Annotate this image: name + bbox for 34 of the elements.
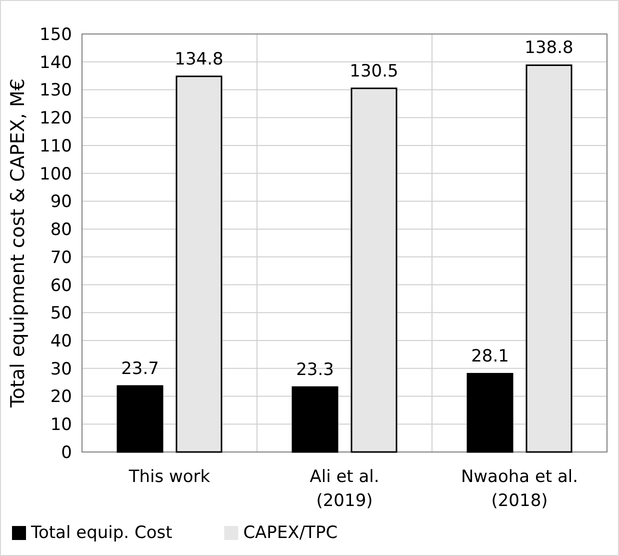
bar <box>466 372 514 453</box>
x-tick-label: Ali et al. (2019) <box>310 467 380 511</box>
y-tick-label: 50 <box>50 304 72 324</box>
y-tick-label: 100 <box>40 164 72 184</box>
y-tick-label: 60 <box>50 276 72 296</box>
y-tick-label: 40 <box>50 331 72 352</box>
bar <box>176 76 222 453</box>
y-tick-label: 10 <box>50 415 72 436</box>
data-label: 23.3 <box>296 360 334 380</box>
y-tick-label: 30 <box>50 359 72 380</box>
x-tick-label: Nwaoha et al. (2018) <box>460 467 578 511</box>
y-tick-label: 150 <box>40 24 72 45</box>
bar <box>292 386 338 453</box>
y-tick-label: 20 <box>50 387 72 408</box>
y-tick-label: 80 <box>50 220 72 240</box>
data-label: 134.8 <box>174 49 224 70</box>
bar <box>116 385 164 453</box>
data-label: 130.5 <box>350 61 398 82</box>
legend-label: Total equip. Cost <box>30 523 173 543</box>
y-tick-label: 120 <box>40 108 72 129</box>
y-tick-label: 130 <box>40 80 72 101</box>
y-tick-label: 70 <box>50 248 72 268</box>
data-label: 138.8 <box>524 38 574 58</box>
legend-label: CAPEX/TPC <box>243 523 338 543</box>
data-label: 23.7 <box>121 358 159 379</box>
x-tick-label: This work <box>128 467 210 487</box>
y-tick-label: 110 <box>40 136 72 156</box>
y-tick-label: 0 <box>61 442 72 463</box>
bar <box>350 88 398 453</box>
y-tick-label: 140 <box>40 52 72 73</box>
y-axis-title: Total equipment cost & CAPEX, M€ <box>7 78 29 408</box>
y-tick-label: 90 <box>50 192 72 212</box>
data-label: 28.1 <box>471 346 509 367</box>
bar <box>526 64 572 453</box>
